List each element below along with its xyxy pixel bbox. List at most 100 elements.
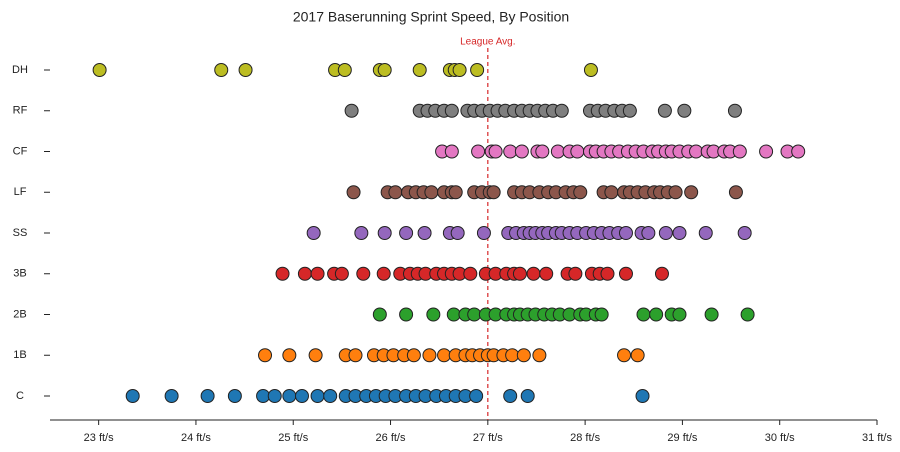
point (467, 307, 482, 322)
point (635, 389, 650, 403)
point (732, 144, 747, 159)
point (520, 389, 535, 403)
point (526, 266, 541, 281)
point (399, 226, 414, 240)
point (258, 348, 273, 363)
point (463, 266, 478, 281)
point (337, 63, 352, 77)
point (422, 348, 437, 363)
point (125, 389, 140, 403)
point (583, 63, 598, 77)
point (450, 226, 465, 240)
point (503, 389, 518, 403)
point (641, 226, 656, 240)
point (658, 226, 673, 240)
point (617, 348, 632, 363)
point (388, 185, 403, 200)
point (372, 307, 387, 322)
point (604, 185, 619, 200)
point (727, 103, 742, 118)
point (698, 226, 713, 240)
x-tick-label: 29 ft/s (667, 432, 697, 444)
y-tick-label: SS (13, 227, 28, 239)
point (376, 266, 391, 281)
y-tick-label: 2B (13, 308, 26, 320)
point (227, 389, 242, 403)
point (618, 266, 633, 281)
point (444, 144, 459, 159)
point (503, 144, 518, 159)
point (672, 307, 687, 322)
point (294, 389, 309, 403)
x-tick-label: 26 ft/s (376, 432, 406, 444)
point (275, 266, 290, 281)
point (310, 389, 325, 403)
point (740, 307, 755, 322)
point (256, 389, 271, 403)
point (684, 185, 699, 200)
point (532, 348, 547, 363)
y-tick-label: LF (14, 186, 27, 198)
point (297, 266, 312, 281)
point (399, 307, 414, 322)
point (488, 144, 503, 159)
x-tick-label: 27 ft/s (473, 432, 503, 444)
point (452, 63, 467, 77)
point (323, 389, 338, 403)
x-tick-label: 25 ft/s (278, 432, 308, 444)
point (622, 103, 637, 118)
point (516, 348, 531, 363)
point (791, 144, 806, 159)
point (654, 266, 669, 281)
point (310, 266, 325, 281)
x-tick-label: 28 ft/s (570, 432, 600, 444)
y-tick-label: C (16, 390, 24, 402)
point (728, 185, 743, 200)
point (92, 63, 107, 77)
point (412, 63, 427, 77)
point (600, 266, 615, 281)
point (570, 144, 585, 159)
point (470, 63, 485, 77)
point (308, 348, 323, 363)
point (630, 348, 645, 363)
point (469, 389, 484, 403)
point (657, 103, 672, 118)
point (164, 389, 179, 403)
point (636, 307, 651, 322)
point (354, 226, 369, 240)
y-tick-label: CF (13, 145, 28, 157)
point (668, 185, 683, 200)
point (704, 307, 719, 322)
point (346, 185, 361, 200)
x-tick-label: 30 ft/s (765, 432, 795, 444)
point (417, 226, 432, 240)
x-tick-label: 23 ft/s (84, 432, 114, 444)
point (618, 226, 633, 240)
point (539, 266, 554, 281)
point (573, 185, 588, 200)
y-tick-label: DH (12, 64, 28, 76)
chart-title: 2017 Baserunning Sprint Speed, By Positi… (293, 9, 569, 25)
point (356, 266, 371, 281)
point (737, 226, 752, 240)
point (214, 63, 229, 77)
point (535, 144, 550, 159)
point (334, 266, 349, 281)
point (554, 103, 569, 118)
y-tick-label: 1B (13, 349, 26, 361)
point (550, 144, 565, 159)
point (446, 307, 461, 322)
x-tick-label: 24 ft/s (181, 432, 211, 444)
point (594, 307, 609, 322)
point (448, 185, 463, 200)
point (568, 266, 583, 281)
point (377, 63, 392, 77)
point (759, 144, 774, 159)
reference-label: League Avg. (460, 37, 515, 48)
x-tick-label: 31 ft/s (862, 432, 892, 444)
point (476, 226, 491, 240)
point (649, 307, 664, 322)
point (437, 348, 452, 363)
